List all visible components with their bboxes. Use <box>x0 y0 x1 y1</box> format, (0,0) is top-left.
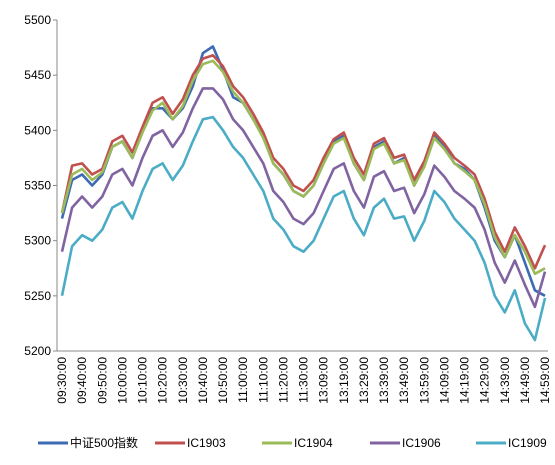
y-tick-label: 5450 <box>24 68 51 82</box>
legend-label: IC1904 <box>294 436 333 450</box>
series-line <box>60 54 547 270</box>
legend-label: IC1903 <box>187 436 226 450</box>
x-tick-label: 14:49:00 <box>518 357 532 404</box>
x-tick-label: 11:10:00 <box>256 357 270 403</box>
x-tick-label: 11:20:00 <box>276 357 290 403</box>
x-tick-label: 14:59:00 <box>538 357 552 404</box>
x-tick-label: 14:29:00 <box>478 357 492 404</box>
x-tick-label: 11:30:00 <box>297 357 311 403</box>
x-tick-label: 10:00:00 <box>115 357 129 404</box>
x-tick-label: 14:39:00 <box>498 357 512 404</box>
x-tick-label: 13:09:00 <box>317 357 331 404</box>
x-tick-label: 13:29:00 <box>357 357 371 404</box>
legend-label: IC1906 <box>402 436 441 450</box>
x-tick-label: 10:40:00 <box>196 357 210 404</box>
x-tick-label: 10:30:00 <box>176 357 190 404</box>
x-tick-label: 13:49:00 <box>397 357 411 404</box>
y-tick-label: 5500 <box>24 13 51 27</box>
x-tick-label: 10:10:00 <box>136 357 150 404</box>
x-tick-label: 11:00:00 <box>236 357 250 403</box>
y-tick-label: 5250 <box>24 289 51 303</box>
x-tick-label: 13:39:00 <box>377 357 391 404</box>
x-tick-label: 13:19:00 <box>337 357 351 404</box>
x-tick-label: 09:40:00 <box>75 357 89 404</box>
y-tick-label: 5400 <box>24 123 51 137</box>
x-tick-label: 14:09:00 <box>437 357 451 404</box>
x-tick-label: 13:59:00 <box>417 357 431 404</box>
legend-label: 中证500指数 <box>70 435 138 450</box>
y-tick-label: 5200 <box>24 344 51 358</box>
y-tick-label: 5300 <box>24 234 51 248</box>
series-line <box>60 59 546 276</box>
x-tick-label: 09:30:00 <box>55 357 69 404</box>
legend-label: IC1909 <box>508 436 547 450</box>
series-line <box>60 87 547 309</box>
x-tick-label: 09:50:00 <box>95 357 109 404</box>
x-tick-label: 10:50:00 <box>216 357 230 404</box>
y-tick-label: 5350 <box>24 179 51 193</box>
series-line <box>60 115 547 342</box>
x-tick-label: 10:20:00 <box>156 357 170 404</box>
x-tick-label: 14:19:00 <box>458 357 472 404</box>
